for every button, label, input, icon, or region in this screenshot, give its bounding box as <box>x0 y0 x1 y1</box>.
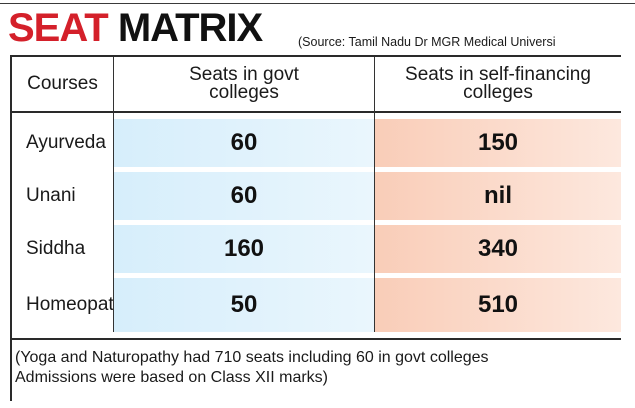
table-row-govt-cell: 160 <box>114 225 374 273</box>
table-row-govt-cell: 60 <box>114 172 374 220</box>
footnote-line: Admissions were based on Class XII marks… <box>15 369 328 386</box>
footnote-divider <box>10 338 621 340</box>
footnote-line: (Yoga and Naturopathy had 710 seats incl… <box>15 349 489 366</box>
table-row-self-cell: 150 <box>375 119 621 167</box>
header-govt-seats: Seats in govt colleges <box>114 57 374 111</box>
column-divider <box>374 57 375 332</box>
header-divider <box>10 111 621 113</box>
column-divider <box>113 57 114 332</box>
footnote: (Yoga and Naturopathy had 710 seats incl… <box>15 348 630 388</box>
table-row-course-cell: Unani <box>12 172 113 220</box>
table-row-self-cell: nil <box>375 172 621 220</box>
table-row-self-cell: 340 <box>375 225 621 273</box>
title-part-seat: SEAT <box>8 6 109 50</box>
table-row-self-cell: 510 <box>375 278 621 332</box>
top-rule <box>0 3 635 4</box>
table-row-course-cell: Ayurveda <box>12 119 113 167</box>
title-part-matrix: MATRIX <box>117 6 263 50</box>
page-title: SEAT MATRIX <box>8 6 263 50</box>
table-frame <box>10 55 621 401</box>
table-row-course-cell: Homeopathy <box>12 278 134 332</box>
table-row-govt-cell: 50 <box>114 278 374 332</box>
header-courses: Courses <box>12 57 113 111</box>
table-row-course-cell: Siddha <box>12 225 113 273</box>
header-self-financing-seats: Seats in self-financing colleges <box>375 57 621 111</box>
table-row-govt-cell: 60 <box>114 119 374 167</box>
source-note: (Source: Tamil Nadu Dr MGR Medical Unive… <box>298 35 556 49</box>
